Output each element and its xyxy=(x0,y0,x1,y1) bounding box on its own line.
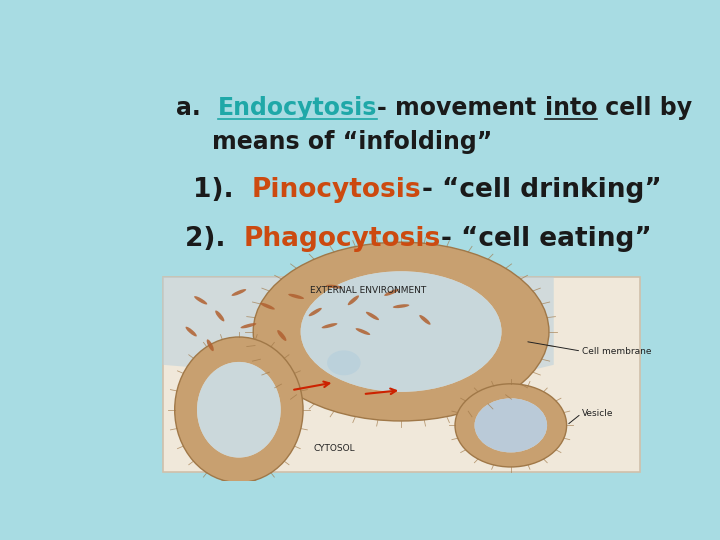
Ellipse shape xyxy=(474,399,547,453)
Ellipse shape xyxy=(260,303,275,309)
Ellipse shape xyxy=(175,337,303,483)
Text: a.: a. xyxy=(176,97,217,120)
Text: - “cell eating”: - “cell eating” xyxy=(441,226,652,252)
Ellipse shape xyxy=(393,304,410,308)
Ellipse shape xyxy=(301,271,502,392)
Ellipse shape xyxy=(197,362,281,457)
Text: - movement: - movement xyxy=(377,97,544,120)
Text: - “cell drinking”: - “cell drinking” xyxy=(422,177,662,202)
Text: Vesicle: Vesicle xyxy=(582,409,614,418)
Ellipse shape xyxy=(327,350,361,375)
Ellipse shape xyxy=(240,323,256,328)
Ellipse shape xyxy=(207,339,214,351)
Text: CYTOSOL: CYTOSOL xyxy=(313,444,355,454)
Ellipse shape xyxy=(322,323,338,328)
Text: Endocytosis: Endocytosis xyxy=(217,97,377,120)
Polygon shape xyxy=(163,277,554,390)
Ellipse shape xyxy=(419,315,431,325)
Ellipse shape xyxy=(348,295,359,305)
Ellipse shape xyxy=(194,296,207,305)
Text: cell by: cell by xyxy=(597,97,692,120)
Ellipse shape xyxy=(309,308,322,316)
Ellipse shape xyxy=(356,328,370,335)
Text: Pinocytosis: Pinocytosis xyxy=(252,177,422,202)
Ellipse shape xyxy=(215,310,225,321)
Ellipse shape xyxy=(326,285,343,288)
Ellipse shape xyxy=(474,399,547,453)
Text: Phagocytosis: Phagocytosis xyxy=(243,226,441,252)
FancyBboxPatch shape xyxy=(163,277,639,472)
Ellipse shape xyxy=(277,330,287,341)
Ellipse shape xyxy=(384,289,399,296)
Text: 2).: 2). xyxy=(185,226,243,252)
Ellipse shape xyxy=(186,327,197,336)
Text: Cell membrane: Cell membrane xyxy=(582,347,652,356)
Text: EXTERNAL ENVIRONMENT: EXTERNAL ENVIRONMENT xyxy=(310,286,426,295)
Text: means of “infolding”: means of “infolding” xyxy=(212,130,492,154)
Ellipse shape xyxy=(455,384,567,467)
Text: into: into xyxy=(544,97,597,120)
Text: 1).: 1). xyxy=(193,177,252,202)
Ellipse shape xyxy=(232,289,246,296)
Ellipse shape xyxy=(253,242,549,421)
Ellipse shape xyxy=(197,362,281,457)
Polygon shape xyxy=(230,365,296,384)
Ellipse shape xyxy=(288,294,304,299)
Ellipse shape xyxy=(301,271,502,392)
Ellipse shape xyxy=(366,312,379,320)
